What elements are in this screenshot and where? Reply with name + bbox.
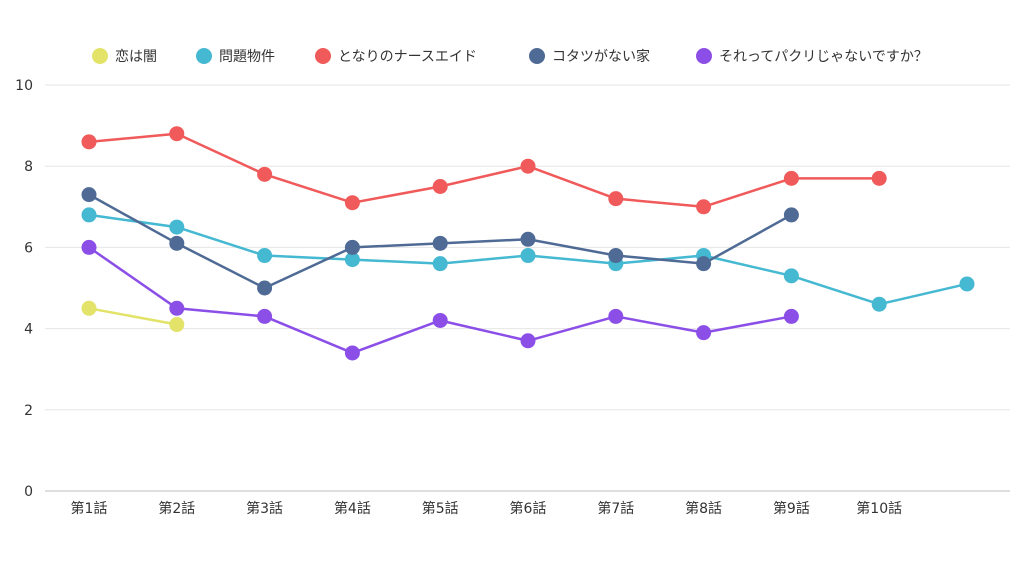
- data-point: [696, 199, 712, 215]
- data-point: [344, 345, 360, 361]
- series-points: [81, 126, 975, 361]
- legend-marker: [315, 48, 331, 64]
- x-tick-label: 第5話: [422, 500, 459, 517]
- data-point: [432, 312, 448, 328]
- data-point: [432, 256, 448, 272]
- y-tick-label: 0: [24, 484, 33, 500]
- data-point: [783, 268, 799, 284]
- data-point: [169, 219, 185, 235]
- series-line: [87, 132, 881, 209]
- y-tick-label: 2: [24, 403, 33, 419]
- data-point: [608, 248, 624, 264]
- data-point: [81, 239, 97, 255]
- x-tick-label: 第1話: [71, 500, 108, 517]
- data-point: [696, 325, 712, 341]
- data-point: [169, 126, 185, 142]
- data-point: [871, 170, 887, 186]
- data-point: [257, 166, 273, 182]
- data-point: [783, 170, 799, 186]
- x-tick-label: 第10話: [856, 500, 902, 517]
- data-point: [81, 187, 97, 203]
- data-point: [169, 235, 185, 251]
- y-tick-label: 6: [24, 240, 33, 256]
- data-point: [783, 308, 799, 324]
- series-line: [87, 307, 179, 326]
- legend-label: 問題物件: [219, 49, 275, 65]
- y-tick-label: 8: [24, 159, 33, 175]
- legend: 恋は闇 問題物件 となりのナースエイド コタツがない家 それってパクリじゃないですか？: [92, 48, 928, 65]
- data-point: [520, 248, 536, 264]
- legend-marker: [92, 48, 108, 64]
- data-point: [783, 207, 799, 223]
- data-point: [520, 158, 536, 174]
- x-tick-label: 第3話: [246, 500, 283, 517]
- legend-marker: [529, 48, 545, 64]
- data-point: [520, 231, 536, 247]
- y-tick-label: 4: [24, 322, 33, 338]
- data-point: [432, 179, 448, 194]
- data-point: [81, 207, 97, 223]
- x-tick-label: 第7話: [597, 500, 634, 517]
- y-tick-label: 10: [15, 78, 33, 94]
- x-axis-ticks: 第1話 第2話 第3話 第4話 第5話 第6話 第7話 第8話 第9話 第10話: [71, 500, 903, 517]
- legend-marker: [196, 48, 212, 64]
- data-point: [520, 333, 536, 349]
- data-point: [81, 300, 97, 316]
- legend-marker: [696, 48, 712, 64]
- data-point: [344, 252, 360, 268]
- x-tick-label: 第6話: [510, 500, 547, 517]
- grid-lines: [45, 84, 1010, 492]
- data-point: [959, 276, 975, 292]
- legend-label: コタツがない家: [552, 48, 650, 65]
- x-tick-label: 第4話: [334, 500, 371, 517]
- data-point: [871, 296, 887, 312]
- data-point: [432, 235, 448, 251]
- data-point: [696, 256, 712, 272]
- x-tick-label: 第8話: [685, 500, 722, 517]
- legend-label: 恋は闇: [115, 48, 157, 65]
- data-point: [608, 191, 624, 207]
- legend-label: となりのナースエイド: [338, 49, 477, 65]
- data-point: [344, 239, 360, 255]
- data-point: [169, 300, 185, 316]
- x-tick-label: 第2話: [158, 500, 195, 517]
- data-point: [257, 248, 273, 264]
- data-point: [608, 308, 624, 324]
- data-point: [257, 280, 273, 296]
- y-axis-ticks: 0 2 4 6 8 10: [15, 78, 33, 500]
- data-point: [81, 134, 97, 150]
- data-point: [169, 317, 185, 333]
- x-tick-label: 第9話: [773, 500, 810, 517]
- data-point: [257, 308, 273, 324]
- legend-label: それってパクリじゃないですか？: [719, 49, 928, 65]
- data-point: [344, 195, 360, 211]
